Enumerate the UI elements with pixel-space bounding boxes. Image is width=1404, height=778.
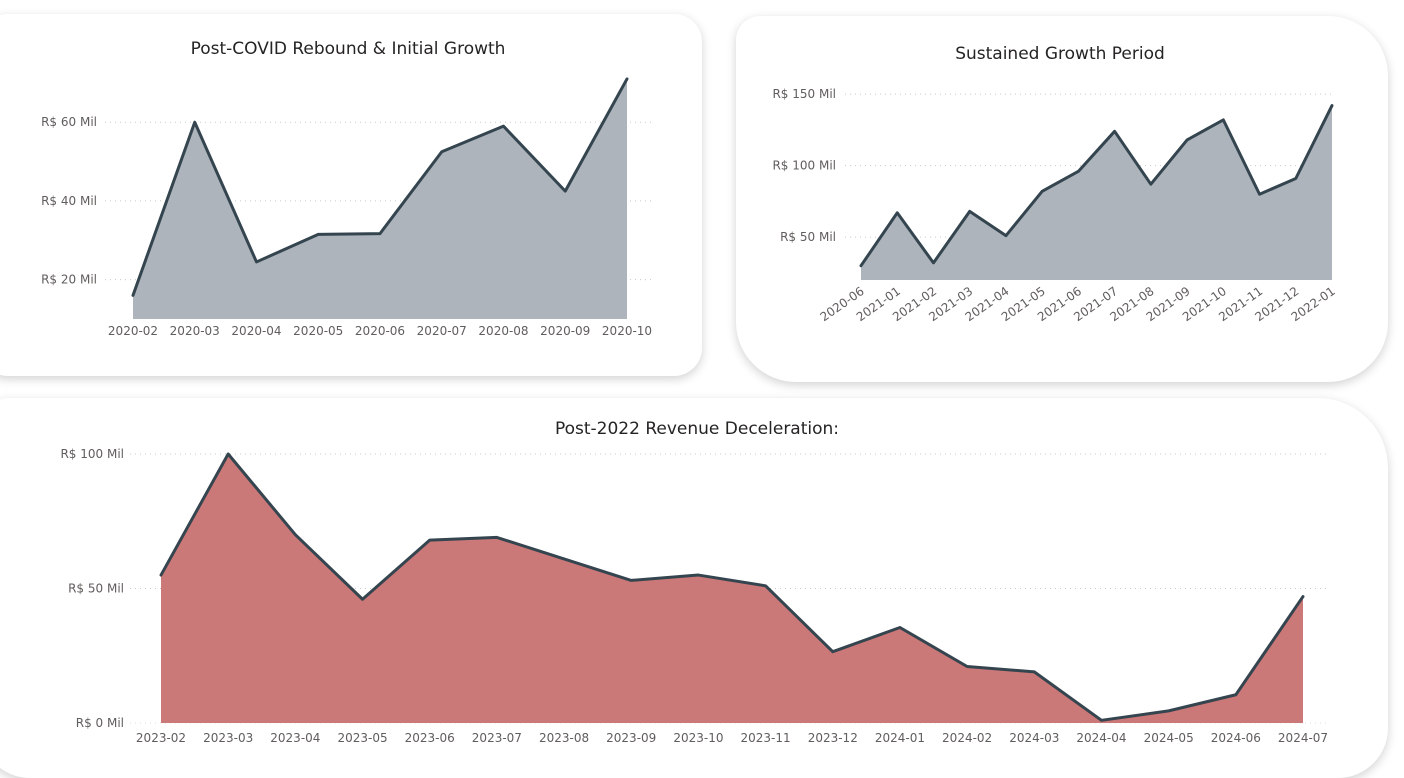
- data-point: [764, 584, 767, 587]
- y-tick-label: R$ 100 Mil: [60, 447, 124, 461]
- x-tick-label: 2020-04: [231, 324, 281, 338]
- x-tick-label: 2023-04: [270, 731, 320, 745]
- x-tick-label: 2023-03: [203, 731, 253, 745]
- data-point: [697, 574, 700, 577]
- x-tick-label: 2023-07: [472, 731, 522, 745]
- x-tick-label: 2023-12: [808, 731, 858, 745]
- x-tick-label: 2020-03: [170, 324, 220, 338]
- data-point: [428, 539, 431, 542]
- data-point: [294, 533, 297, 536]
- x-tick-label: 2023-08: [539, 731, 589, 745]
- x-tick-label: 2024-05: [1144, 731, 1194, 745]
- data-point: [1033, 670, 1036, 673]
- x-tick-label: 2023-05: [337, 731, 387, 745]
- chart-title: Post-2022 Revenue Deceleration:: [555, 419, 839, 439]
- x-tick-label: 2023-02: [136, 731, 186, 745]
- series-line: [859, 104, 1334, 268]
- y-tick-label: R$ 40 Mil: [41, 194, 97, 208]
- chart-title: Sustained Growth Period: [955, 44, 1165, 64]
- x-tick-label: 2023-11: [741, 731, 791, 745]
- y-tick-label: R$ 100 Mil: [772, 159, 836, 173]
- x-tick-label: 2020-05: [293, 324, 343, 338]
- x-tick-label: 2020-08: [478, 324, 528, 338]
- y-tick-label: R$ 150 Mil: [772, 87, 836, 101]
- x-tick-label: 2020-02: [108, 324, 158, 338]
- data-point: [227, 453, 230, 456]
- chart-title: Post-COVID Rebound & Initial Growth: [191, 39, 506, 59]
- data-point: [361, 598, 364, 601]
- x-tick-label: 2024-01: [875, 731, 925, 745]
- x-tick-label: 2024-04: [1076, 731, 1126, 745]
- y-tick-label: R$ 0 Mil: [76, 716, 124, 730]
- x-tick-label: 2024-07: [1278, 731, 1328, 745]
- data-point: [563, 557, 566, 560]
- data-point: [1302, 595, 1305, 598]
- x-tick-label: 2023-09: [606, 731, 656, 745]
- data-point: [1234, 693, 1237, 696]
- y-tick-label: R$ 50 Mil: [780, 230, 836, 244]
- x-tick-label: 2020-09: [540, 324, 590, 338]
- y-tick-label: R$ 60 Mil: [41, 115, 97, 129]
- data-point: [630, 579, 633, 582]
- data-point: [495, 536, 498, 539]
- x-tick-label: 2023-06: [405, 731, 455, 745]
- data-point: [966, 665, 969, 668]
- x-tick-label: 2020-06: [355, 324, 405, 338]
- x-tick-label: 2023-10: [673, 731, 723, 745]
- series-line: [131, 77, 629, 297]
- data-point: [898, 626, 901, 629]
- data-point: [1167, 709, 1170, 712]
- x-tick-label: 2020-07: [417, 324, 467, 338]
- data-point: [160, 574, 163, 577]
- area-fill: [133, 78, 627, 319]
- data-point: [1100, 719, 1103, 722]
- x-tick-label: 2024-02: [942, 731, 992, 745]
- x-tick-label: 2024-03: [1009, 731, 1059, 745]
- area-fill: [161, 454, 1303, 723]
- series-line: [159, 452, 1305, 722]
- y-tick-label: R$ 50 Mil: [68, 582, 124, 596]
- area-fill: [861, 105, 1332, 281]
- x-tick-label: 2024-06: [1211, 731, 1261, 745]
- y-tick-label: R$ 20 Mil: [41, 273, 97, 287]
- x-tick-label: 2020-10: [602, 324, 652, 338]
- data-point: [831, 650, 834, 653]
